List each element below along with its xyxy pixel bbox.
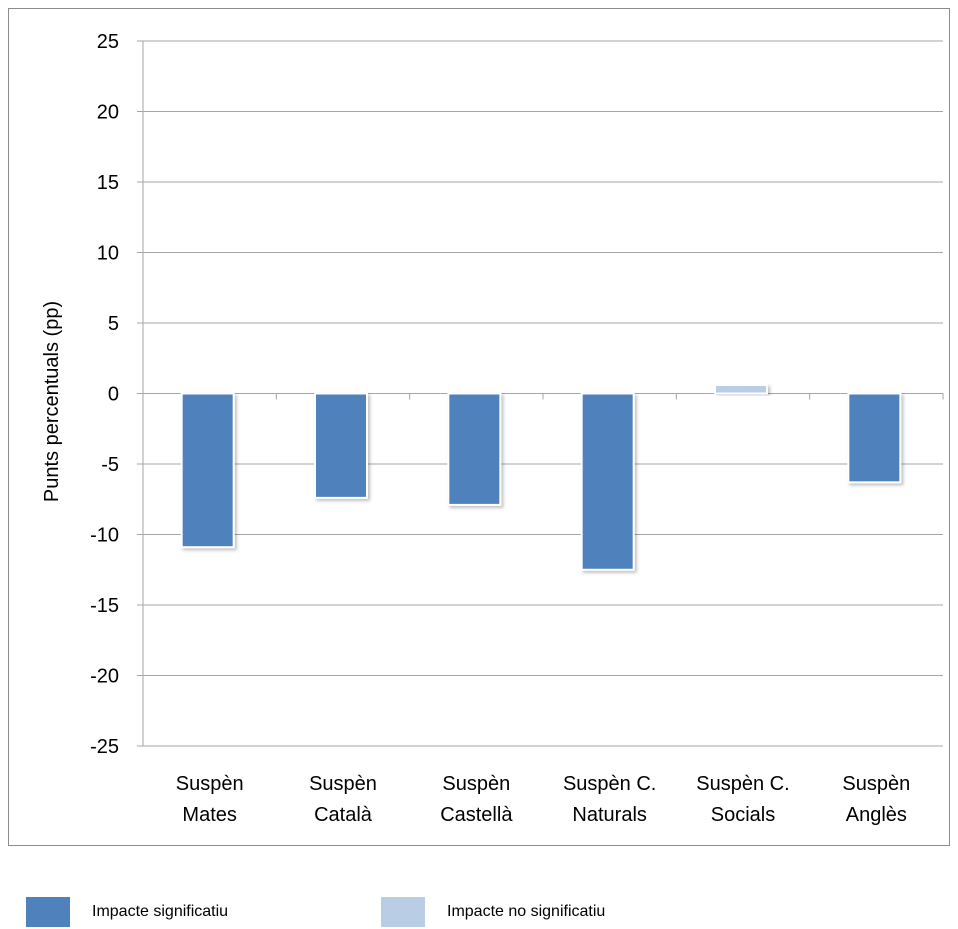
y-tick-label: 5 — [108, 313, 119, 335]
y-tick-label: 0 — [108, 384, 119, 406]
legend-swatch-significant — [26, 897, 70, 927]
chart-frame: 25 20 15 10 5 0 -5 -10 -15 -20 -25 Suspèn Mates Suspè… — [8, 8, 950, 846]
x-category-label-line: Suspèn C. — [563, 773, 656, 795]
x-category-label: Suspèn C. Socials — [696, 773, 789, 826]
y-tick-label: 15 — [97, 172, 119, 194]
y-tick-label: 10 — [97, 243, 119, 265]
bar — [580, 392, 635, 571]
y-tick-label: 20 — [97, 102, 119, 124]
x-category-label-line: Mates — [182, 804, 236, 826]
x-category-label-line: Suspèn — [442, 773, 510, 795]
y-tick-label: -15 — [90, 595, 119, 617]
y-axis-title: Punts percentuals (pp) — [41, 301, 63, 502]
x-category-label-line: Anglès — [846, 804, 907, 826]
bar — [714, 384, 768, 395]
legend-label-significant: Impacte significatiu — [92, 903, 229, 920]
y-tick-label: 25 — [97, 31, 119, 53]
bar — [847, 392, 902, 484]
bar — [447, 392, 502, 506]
gridlines — [137, 40, 943, 747]
legend-swatch-not-significant — [381, 897, 425, 927]
x-category-label-line: Suspèn — [176, 773, 244, 795]
x-category-label-line: Català — [314, 804, 373, 826]
bar — [314, 392, 368, 499]
bars — [180, 384, 902, 571]
x-category-label: Suspèn Mates — [176, 773, 244, 826]
x-category-label-line: Suspèn — [842, 773, 910, 795]
legend-item-not-significant: Impacte no significatiu — [381, 897, 605, 927]
x-category-label-line: Suspèn C. — [696, 773, 789, 795]
y-tick-label: -10 — [90, 525, 119, 547]
x-category-label: Suspèn Anglès — [842, 773, 910, 826]
x-category-label-line: Naturals — [572, 804, 646, 826]
x-category-label: Suspèn Català — [309, 773, 377, 826]
x-category-label: Suspèn C. Naturals — [563, 773, 656, 826]
x-category-label: Suspèn Castellà — [440, 773, 513, 826]
y-tick-label: -20 — [90, 666, 119, 688]
y-tick-label: -5 — [101, 454, 119, 476]
axes — [142, 41, 944, 746]
x-category-label-line: Suspèn — [309, 773, 377, 795]
x-category-label-line: Socials — [711, 804, 775, 826]
y-tick-label: -25 — [90, 736, 119, 758]
bar — [180, 392, 235, 549]
x-category-label-line: Castellà — [440, 804, 513, 826]
legend-item-significant: Impacte significatiu — [26, 897, 228, 927]
legend-label-not-significant: Impacte no significatiu — [447, 903, 606, 920]
